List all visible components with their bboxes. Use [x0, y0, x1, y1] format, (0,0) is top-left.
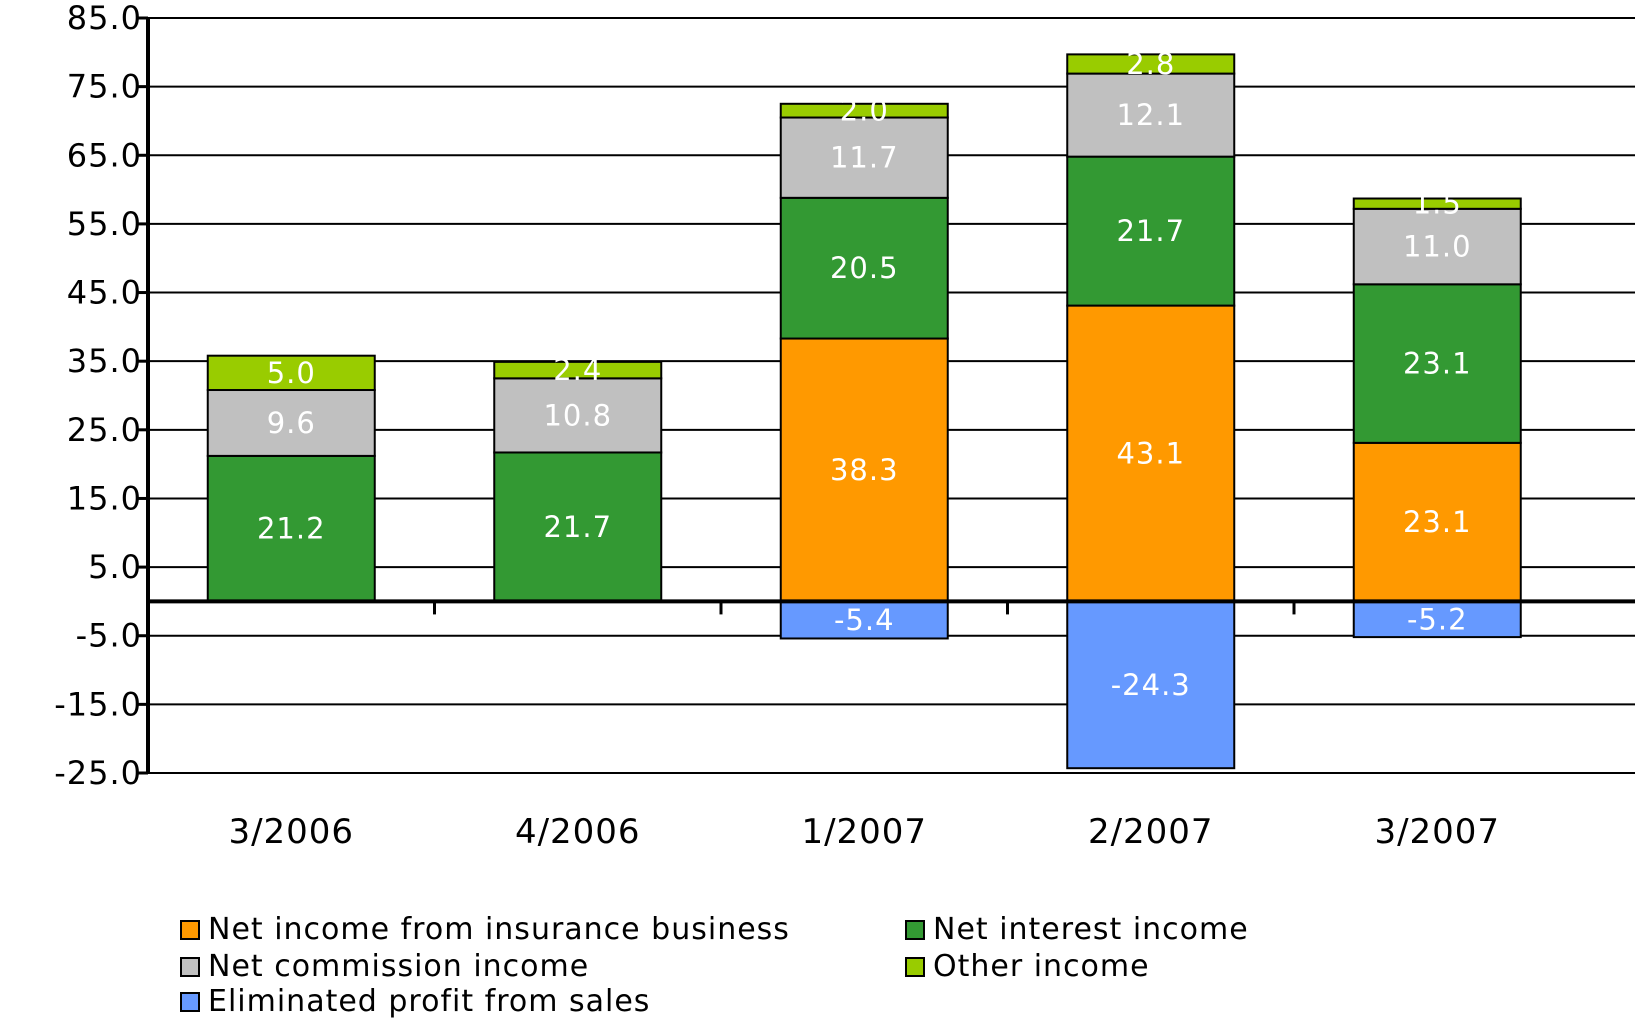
- legend-item-other: Other income: [905, 949, 1150, 984]
- bar-segment: [779, 337, 949, 603]
- legend-swatch-insurance: [180, 919, 200, 940]
- legend-swatch-other: [905, 956, 925, 977]
- y-tick-label: 75.0: [67, 68, 142, 106]
- data-label: 23.1: [1403, 505, 1472, 539]
- legend-label-other: Other income: [933, 949, 1150, 984]
- bars: [206, 53, 1522, 770]
- bar-segment: [779, 116, 949, 199]
- legend-item-eliminated: Eliminated profit from sales: [180, 984, 650, 1019]
- data-label: 2.0: [840, 94, 889, 128]
- legend: Net income from insurance business Net i…: [180, 912, 1480, 1022]
- bar-segment: [206, 454, 376, 603]
- x-category-label: 4/2006: [515, 812, 641, 852]
- bar-segment: [1352, 283, 1522, 444]
- labels: 85.0 75.0 65.0 55.0 45.0 35.0 25.0 15.0 5.0 -5.0 -…: [54, 0, 1500, 852]
- data-label: 9.6: [267, 406, 316, 440]
- legend-swatch-eliminated: [180, 991, 200, 1012]
- bar-segment: [1066, 72, 1236, 158]
- legend-label-commission: Net commission income: [208, 949, 590, 984]
- data-label: 43.1: [1116, 436, 1185, 470]
- bar-segment: [1352, 197, 1522, 210]
- data-label: 11.0: [1403, 230, 1472, 264]
- y-tick-label: 15.0: [67, 479, 142, 517]
- data-label: 1.5: [1413, 187, 1462, 221]
- axes: [138, 16, 1635, 775]
- y-tick-label: 25.0: [67, 411, 142, 449]
- data-label: 10.8: [543, 398, 612, 432]
- bar-segment: [1352, 441, 1522, 603]
- data-label: 5.0: [267, 356, 316, 390]
- bar-segment: [1352, 600, 1522, 639]
- data-label: -5.2: [1407, 602, 1468, 636]
- y-tick-label: -5.0: [76, 617, 142, 655]
- data-label: 21.7: [1116, 214, 1185, 248]
- stacked-bar-chart: 85.0 75.0 65.0 55.0 45.0 35.0 25.0 15.0 5.0 -5.0 -…: [54, 0, 1635, 852]
- y-tick-label: 85.0: [67, 0, 142, 37]
- data-label: 21.2: [257, 512, 326, 546]
- legend-swatch-commission: [180, 956, 200, 977]
- bar-segment: [493, 377, 663, 454]
- bar-segment: [1352, 207, 1522, 286]
- data-label: 12.1: [1116, 98, 1185, 132]
- bar-segment: [779, 102, 949, 119]
- data-label: 21.7: [543, 510, 612, 544]
- y-tick-label: 45.0: [67, 274, 142, 312]
- data-label: -24.3: [1111, 668, 1191, 702]
- x-category-label: 3/2006: [228, 812, 354, 852]
- bar-segment: [779, 600, 949, 640]
- y-tick-label: 55.0: [67, 205, 142, 243]
- data-label: 20.5: [830, 251, 899, 285]
- y-tick-label: -25.0: [54, 754, 142, 792]
- bar-segment: [1066, 53, 1236, 75]
- legend-label-interest: Net interest income: [933, 912, 1249, 947]
- y-tick-label: 5.0: [88, 548, 142, 586]
- legend-label-insurance: Net income from insurance business: [208, 912, 790, 947]
- x-category-label: 2/2007: [1088, 812, 1214, 852]
- data-label: 2.4: [553, 353, 602, 387]
- bar-segment: [206, 354, 376, 392]
- legend-item-interest: Net interest income: [905, 912, 1249, 947]
- data-label: 2.8: [1126, 47, 1175, 81]
- legend-swatch-interest: [905, 919, 925, 940]
- bar-segment: [1066, 304, 1236, 603]
- legend-label-eliminated: Eliminated profit from sales: [208, 984, 651, 1019]
- legend-item-insurance: Net income from insurance business: [180, 912, 790, 947]
- data-label: 23.1: [1403, 347, 1472, 381]
- y-tick-label: -15.0: [54, 685, 142, 723]
- y-tick-label: 65.0: [67, 136, 142, 174]
- legend-item-commission: Net commission income: [180, 949, 589, 984]
- y-tick-label: 35.0: [67, 342, 142, 380]
- bar-segment: [493, 360, 663, 380]
- data-label: 11.7: [830, 141, 899, 175]
- x-category-label: 1/2007: [801, 812, 927, 852]
- data-label: -5.4: [834, 603, 895, 637]
- data-label: 38.3: [830, 453, 899, 487]
- x-category-label: 3/2007: [1374, 812, 1500, 852]
- bar-segment: [1066, 155, 1236, 307]
